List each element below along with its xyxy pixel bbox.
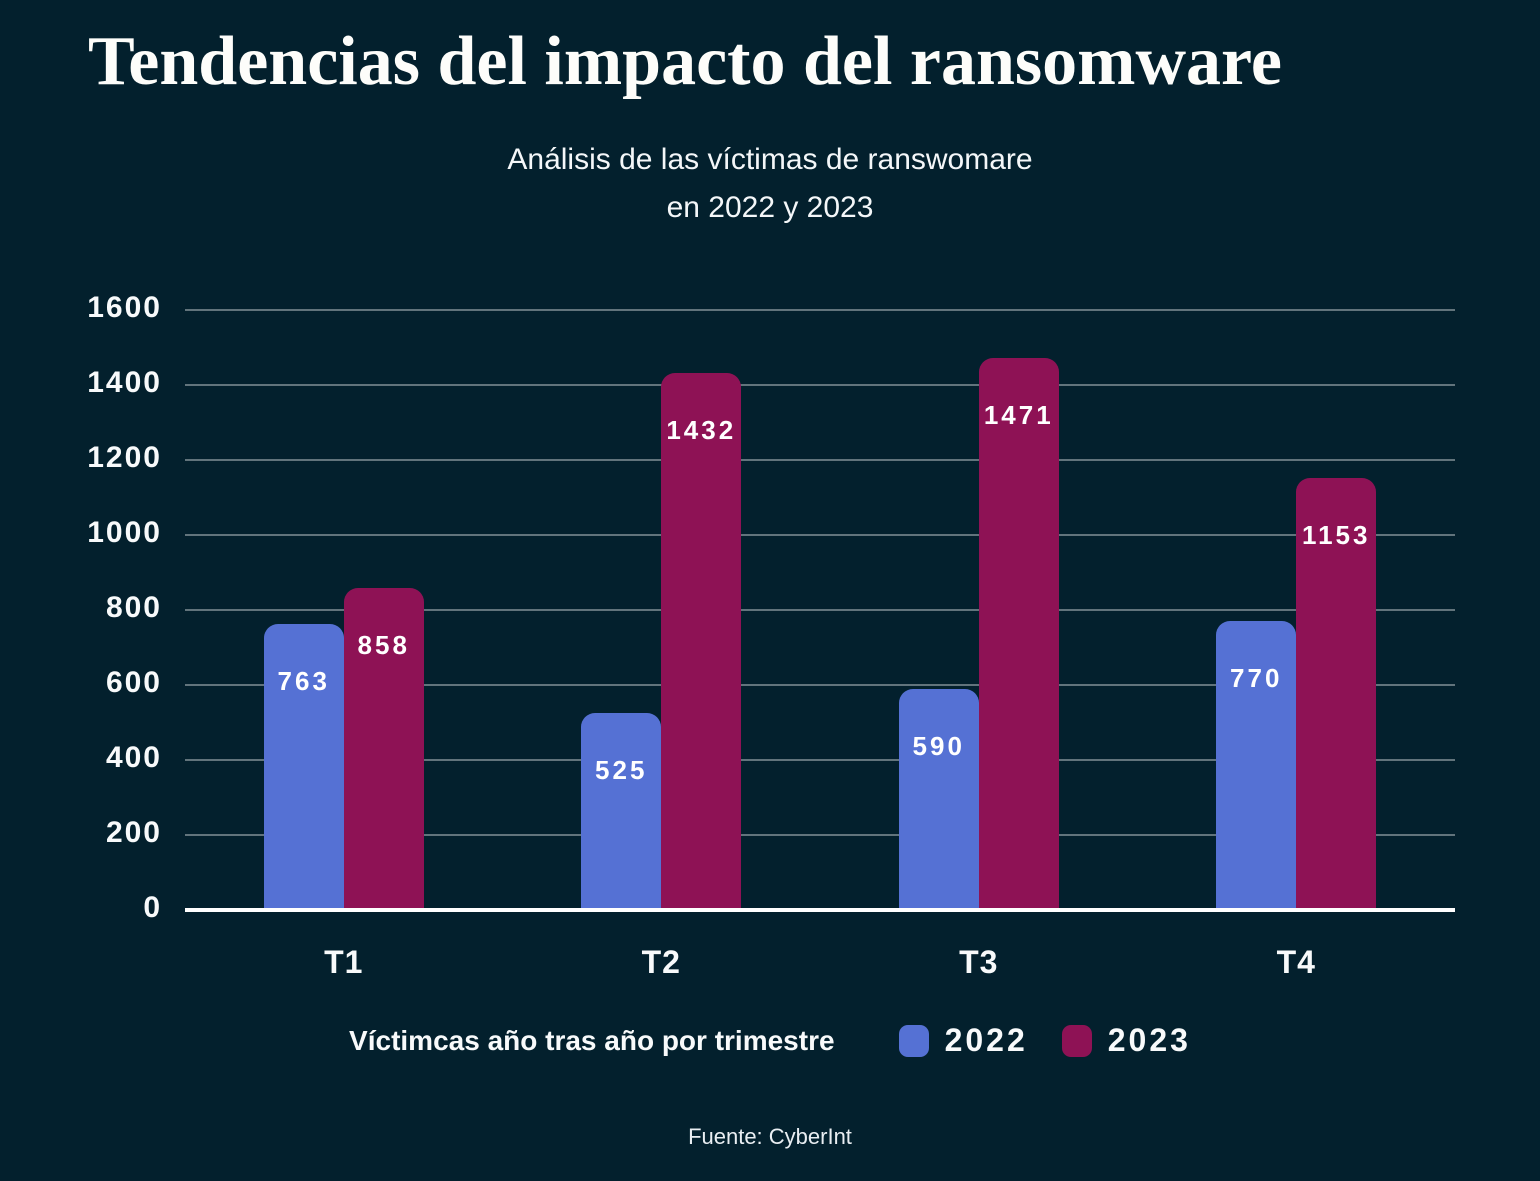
y-axis-tick-label: 1600 bbox=[87, 291, 162, 324]
x-axis-line bbox=[185, 908, 1455, 912]
y-axis-tick-label: 0 bbox=[143, 891, 162, 924]
gridline bbox=[185, 609, 1455, 611]
legend-label: Víctimcas año tras año por trimestre bbox=[349, 1024, 835, 1056]
bar-value-label: 763 bbox=[277, 666, 330, 696]
bar-2023-t3: 1471 bbox=[978, 358, 1059, 910]
legend-swatch-2022 bbox=[898, 1024, 929, 1057]
gridline bbox=[185, 759, 1455, 761]
x-axis-label: T3 bbox=[959, 944, 999, 980]
y-axis-tick-label: 1400 bbox=[87, 366, 162, 399]
gridline bbox=[185, 834, 1455, 836]
gridline bbox=[185, 684, 1455, 686]
x-axis-label: T2 bbox=[641, 944, 681, 980]
legend-year-2023: 2023 bbox=[1107, 1022, 1191, 1058]
chart-title: Tendencias del impacto del ransomware bbox=[88, 23, 1282, 100]
chart-legend: Víctimcas año tras año por trimestre 202… bbox=[0, 1022, 1540, 1059]
x-axis-label: T4 bbox=[1276, 944, 1316, 980]
legend-item-2022: 2022 bbox=[898, 1022, 1028, 1059]
chart-subtitle: Análisis de las víctimas de ranswomare e… bbox=[0, 136, 1540, 232]
bar-2023-t1: 858 bbox=[343, 588, 424, 910]
gridline bbox=[185, 309, 1455, 311]
bar-value-label: 1432 bbox=[666, 415, 737, 445]
bar-2023-t4: 1153 bbox=[1296, 478, 1377, 910]
y-axis-tick-label: 400 bbox=[105, 741, 162, 774]
bar-value-label: 590 bbox=[912, 731, 965, 761]
bar-2022-t1: 763 bbox=[263, 624, 344, 910]
y-axis-tick-label: 1000 bbox=[87, 516, 162, 549]
y-axis-tick-label: 200 bbox=[105, 816, 162, 849]
chart-subtitle-line2: en 2022 y 2023 bbox=[666, 191, 874, 224]
x-axis-label: T1 bbox=[324, 944, 364, 980]
y-axis-tick-label: 800 bbox=[105, 591, 162, 624]
gridline bbox=[185, 459, 1455, 461]
source-credit: Fuente: CyberInt bbox=[688, 1124, 852, 1149]
legend-year-2022: 2022 bbox=[944, 1022, 1028, 1058]
bar-2022-t3: 590 bbox=[898, 689, 979, 910]
bar-value-label: 770 bbox=[1230, 663, 1283, 693]
legend-swatch-2023 bbox=[1061, 1024, 1092, 1057]
bar-value-label: 1153 bbox=[1302, 520, 1371, 550]
bar-2022-t4: 770 bbox=[1216, 621, 1297, 910]
legend-item-2023: 2023 bbox=[1061, 1022, 1191, 1059]
bar-2022-t2: 525 bbox=[581, 713, 662, 910]
gridline bbox=[185, 534, 1455, 536]
bar-value-label: 1471 bbox=[983, 400, 1054, 430]
bar-value-label: 525 bbox=[595, 755, 648, 785]
y-axis-tick-label: 1200 bbox=[87, 441, 162, 474]
gridline bbox=[185, 384, 1455, 386]
bar-value-label: 858 bbox=[357, 630, 410, 660]
bar-chart-plot-area: 0 200 400 600 800 1000 1200 1400 1600 763 858 T1 525… bbox=[87, 291, 1455, 980]
y-axis-tick-label: 600 bbox=[105, 666, 162, 699]
bar-2023-t2: 1432 bbox=[661, 373, 742, 910]
chart-subtitle-line1: Análisis de las víctimas de ranswomare bbox=[507, 143, 1033, 176]
